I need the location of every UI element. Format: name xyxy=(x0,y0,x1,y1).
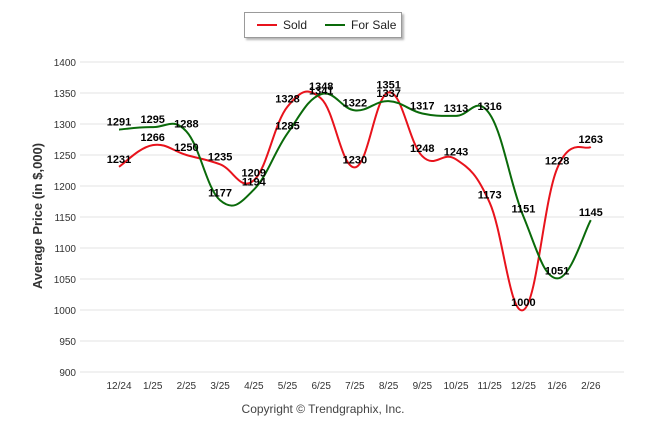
series-line-for-sale xyxy=(118,92,592,280)
x-tick-label: 7/25 xyxy=(345,381,365,392)
data-label: 1051 xyxy=(545,265,569,277)
legend-item-sold[interactable]: Sold xyxy=(257,18,307,32)
y-tick-label: 1250 xyxy=(54,151,77,162)
data-labels: 1231 1266 1250 1235 1209 1328 1341 1230 1351 1248… xyxy=(107,79,603,309)
data-label: 1288 xyxy=(174,118,198,130)
y-tick-label: 1050 xyxy=(54,275,77,286)
legend-swatch-for-sale xyxy=(325,24,346,26)
data-label: 1228 xyxy=(545,156,569,168)
copyright-text: Copyright © Trendgraphix, Inc. xyxy=(241,402,405,416)
y-tick-label: 1000 xyxy=(54,306,77,317)
x-tick-label: 6/25 xyxy=(311,381,331,392)
data-label: 1151 xyxy=(511,203,535,215)
data-label: 1313 xyxy=(444,103,468,115)
y-tick-label: 1400 xyxy=(54,58,77,69)
y-tick-label: 1100 xyxy=(54,244,76,255)
x-tick-label: 10/25 xyxy=(443,381,468,392)
data-label: 1337 xyxy=(376,88,400,100)
data-label: 1230 xyxy=(343,154,367,166)
data-label: 1351 xyxy=(376,79,400,91)
x-tick-label: 12/24 xyxy=(106,381,131,392)
y-axis-ticks: 900 950 1000 1050 1100 1150 1200 1250 1300 1350 14… xyxy=(54,58,77,379)
x-tick-label: 4/25 xyxy=(244,381,264,392)
data-label: 1341 xyxy=(309,86,333,98)
data-label: 1194 xyxy=(242,177,267,189)
data-label: 1263 xyxy=(579,134,603,146)
y-axis-label: Average Price (in $,000) xyxy=(30,143,45,289)
data-label: 1285 xyxy=(275,120,299,132)
data-label: 1145 xyxy=(579,207,603,219)
data-label: 1173 xyxy=(478,190,502,202)
y-tick-label: 1300 xyxy=(54,120,77,131)
data-label: 1322 xyxy=(343,97,367,109)
series-line-sold xyxy=(118,90,592,312)
data-label: 1348 xyxy=(309,81,333,93)
y-tick-label: 1350 xyxy=(54,89,77,100)
data-label: 1209 xyxy=(242,167,266,179)
x-axis-ticks: 12/24 1/25 2/25 3/25 4/25 5/25 6/25 7/25 8/25 9/2… xyxy=(106,381,600,392)
data-label: 1231 xyxy=(107,154,131,166)
legend-item-for-sale[interactable]: For Sale xyxy=(325,18,396,32)
data-label: 1177 xyxy=(208,187,232,199)
data-label: 1248 xyxy=(410,143,434,155)
x-tick-label: 11/25 xyxy=(478,381,503,392)
x-tick-label: 2/26 xyxy=(581,381,601,392)
gridlines xyxy=(80,61,624,373)
x-tick-label: 9/25 xyxy=(413,381,433,392)
x-tick-label: 1/26 xyxy=(547,381,567,392)
legend-swatch-sold xyxy=(257,24,277,26)
data-label: 1000 xyxy=(511,297,535,309)
data-label: 1266 xyxy=(140,132,164,144)
x-tick-label: 12/25 xyxy=(511,381,536,392)
data-label: 1250 xyxy=(174,142,198,154)
data-label: 1317 xyxy=(410,100,434,112)
y-tick-label: 1150 xyxy=(54,213,76,224)
legend-label-for-sale: For Sale xyxy=(351,18,397,32)
data-label: 1243 xyxy=(444,146,468,158)
x-tick-label: 1/25 xyxy=(143,381,163,392)
data-label: 1235 xyxy=(208,151,232,163)
data-label: 1316 xyxy=(477,101,501,113)
data-label: 1328 xyxy=(275,94,299,106)
data-label: 1295 xyxy=(140,114,164,126)
x-tick-label: 3/25 xyxy=(210,381,230,392)
x-tick-label: 8/25 xyxy=(379,381,399,392)
x-tick-label: 2/25 xyxy=(177,381,197,392)
y-tick-label: 900 xyxy=(59,368,76,379)
legend: Sold For Sale xyxy=(244,12,402,38)
series-lines xyxy=(118,90,592,312)
x-tick-label: 5/25 xyxy=(278,381,298,392)
data-label: 1291 xyxy=(107,117,131,129)
y-tick-label: 950 xyxy=(59,337,76,348)
legend-label-sold: Sold xyxy=(283,18,308,32)
y-tick-label: 1200 xyxy=(54,182,77,193)
